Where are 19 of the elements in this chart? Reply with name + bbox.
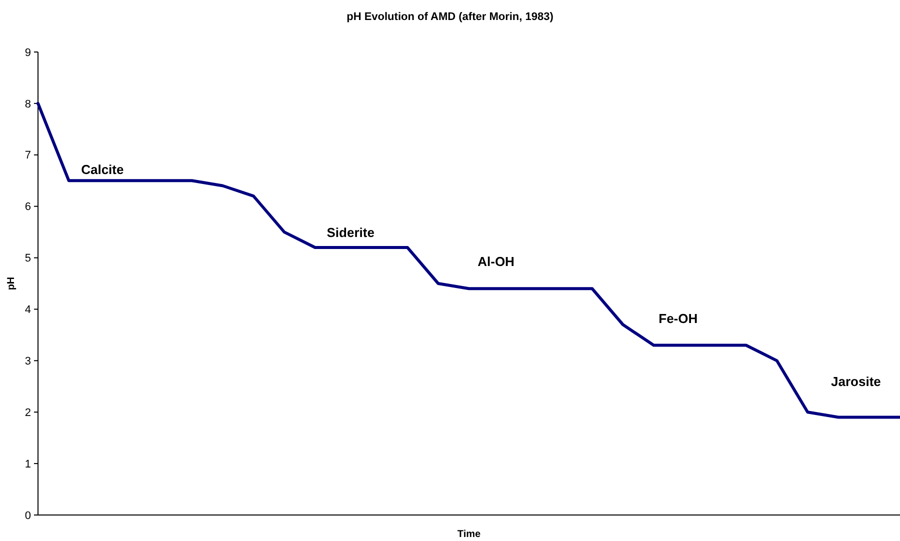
y-tick-label: 4 [24, 304, 31, 316]
annotation: Siderite [326, 225, 374, 240]
y-tick-label: 3 [24, 356, 31, 368]
y-tick-label: 5 [24, 252, 31, 265]
line-series [36, 102, 900, 419]
y-tick-label: 0 [24, 510, 31, 522]
annotation: Fe-OH [658, 311, 698, 326]
y-tick-label: 6 [24, 201, 31, 214]
y-tick-label: 2 [24, 406, 31, 419]
y-tick-label: 9 [24, 46, 31, 59]
chart-title: pH Evolution of AMD (after Morin, 1983) [346, 11, 554, 23]
y-axis-title: pH [6, 276, 17, 290]
y-tick-label: 1 [24, 458, 31, 470]
x-axis-title: Time [457, 529, 482, 540]
y-tick-label: 7 [24, 150, 31, 162]
annotation: Al-OH [478, 254, 514, 269]
annotation: Jarosite [831, 374, 881, 389]
annotation: Calcite [81, 162, 124, 177]
y-tick-label: 8 [24, 98, 31, 110]
